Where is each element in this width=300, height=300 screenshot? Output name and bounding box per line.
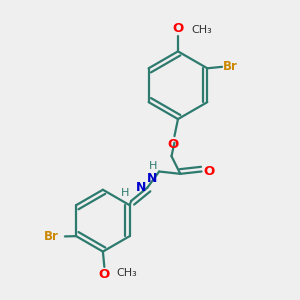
Text: N: N <box>136 181 146 194</box>
Text: H: H <box>149 160 158 171</box>
Text: CH₃: CH₃ <box>191 25 212 34</box>
Text: CH₃: CH₃ <box>116 268 137 278</box>
Text: H: H <box>121 188 130 198</box>
Text: O: O <box>167 138 178 151</box>
Text: O: O <box>99 268 110 281</box>
Text: O: O <box>172 22 184 34</box>
Text: O: O <box>203 165 214 178</box>
Text: N: N <box>147 172 158 185</box>
Text: Br: Br <box>44 230 59 243</box>
Text: Br: Br <box>223 60 238 73</box>
